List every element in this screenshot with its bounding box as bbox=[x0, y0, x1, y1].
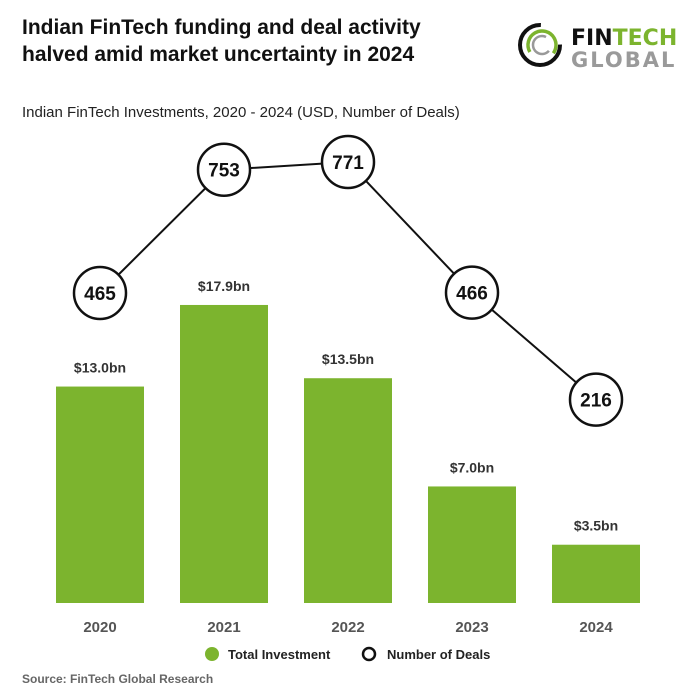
deals-label-2020: 465 bbox=[84, 284, 116, 305]
bar-2021 bbox=[180, 304, 268, 603]
legend-label-investment: Total Investment bbox=[228, 647, 331, 662]
bar-label-2024: $3.5bn bbox=[574, 518, 618, 534]
deals-marker-2022 bbox=[320, 134, 376, 190]
bar-label-2023: $7.0bn bbox=[450, 459, 494, 475]
bar-label-2021: $17.9bn bbox=[198, 278, 250, 294]
deals-label-2023: 466 bbox=[456, 284, 488, 305]
chart-title: Indian FinTech funding and deal activity… bbox=[22, 16, 421, 66]
x-tick-2021: 2021 bbox=[207, 619, 240, 636]
svg-text:FINTECH: FINTECH bbox=[571, 26, 677, 51]
x-tick-2024: 2024 bbox=[579, 619, 613, 636]
deals-label-2024: 216 bbox=[580, 391, 612, 412]
bar-2023 bbox=[428, 486, 516, 603]
deals-label-2021: 753 bbox=[208, 161, 240, 182]
deals-label-2022: 771 bbox=[332, 153, 364, 174]
deals-marker-2021 bbox=[196, 142, 252, 197]
deals-marker-2023 bbox=[444, 265, 500, 320]
x-tick-2022: 2022 bbox=[331, 619, 364, 636]
deals-marker-2024 bbox=[568, 372, 624, 427]
x-tick-2023: 2023 bbox=[455, 619, 488, 636]
bar-label-2022: $13.5bn bbox=[322, 351, 374, 367]
legend-swatch-investment bbox=[205, 647, 219, 661]
legend-swatch-deals bbox=[361, 646, 377, 662]
bar-2020 bbox=[56, 386, 144, 603]
x-tick-2020: 2020 bbox=[83, 619, 116, 636]
bar-2024 bbox=[552, 544, 640, 603]
bar-label-2020: $13.0bn bbox=[74, 360, 126, 376]
svg-text:GLOBAL: GLOBAL bbox=[571, 48, 676, 72]
bar-2022 bbox=[304, 378, 392, 603]
fintech-global-logo: FINTECH GLOBAL bbox=[518, 23, 677, 72]
deals-marker-2020 bbox=[72, 265, 128, 321]
legend-label-deals: Number of Deals bbox=[387, 647, 490, 662]
chart-subtitle: Indian FinTech Investments, 2020 - 2024 … bbox=[22, 104, 460, 121]
source-note: Source: FinTech Global Research bbox=[22, 672, 214, 686]
